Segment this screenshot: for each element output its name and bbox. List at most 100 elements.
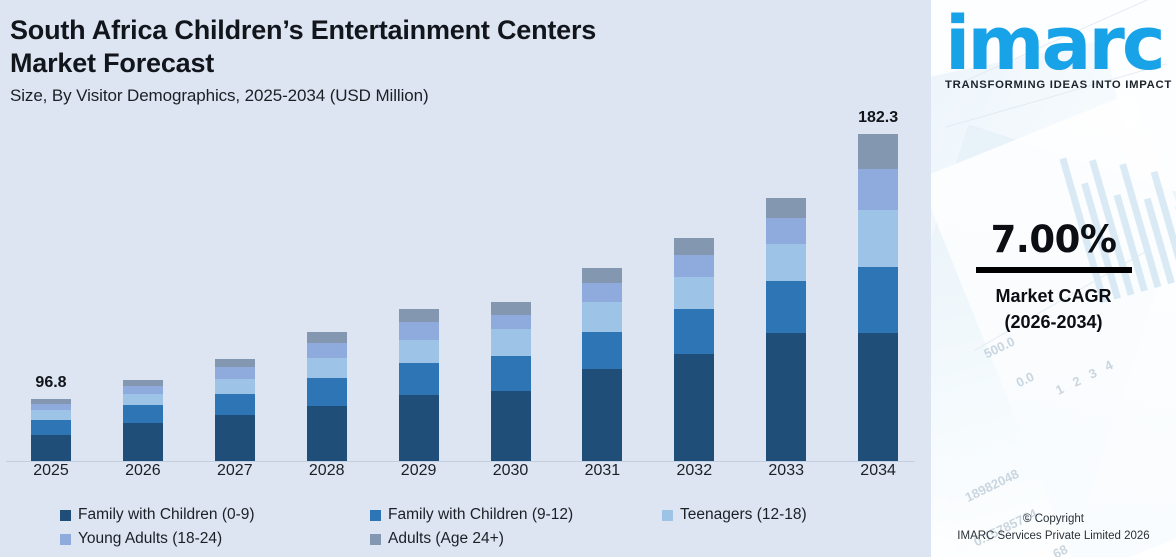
bar-segment[interactable] [306,343,347,358]
x-axis-line [6,461,915,462]
bar-segment[interactable] [398,340,439,363]
bar-segment[interactable] [31,435,71,461]
bar-segment[interactable] [490,302,531,315]
bar-column[interactable] [122,380,163,461]
bar-segment[interactable] [306,378,347,406]
bar-segment[interactable] [122,394,163,405]
legend-label: Adults (Age 24+) [388,530,504,547]
bar-segment[interactable] [858,169,899,210]
watermark-text-4: 2 [1070,373,1084,390]
x-axis-tick-label: 2030 [492,462,529,479]
bar-segment[interactable] [674,277,715,309]
legend-item[interactable]: Young Adults (18-24) [60,527,370,551]
cagr-block: 7.00% Market CAGR (2026-2034) [931,218,1176,335]
bar-segment[interactable] [306,406,347,461]
bar-segment[interactable] [31,410,71,420]
bar-column[interactable] [582,268,623,461]
bar-segment[interactable] [674,309,715,354]
copyright-line1: © Copyright [1023,512,1084,525]
bar-segment[interactable] [490,329,531,356]
legend-label: Family with Children (9-12) [388,506,574,523]
bar-segment[interactable] [398,309,439,322]
bar-segment[interactable] [674,354,715,461]
bar-segment[interactable] [122,386,163,394]
bar-segment[interactable] [214,367,255,379]
bar-segment[interactable] [766,333,807,461]
legend-label: Young Adults (18-24) [78,530,223,547]
bar-segment[interactable] [306,358,347,378]
bar-segment[interactable] [214,415,255,461]
legend-item[interactable]: Family with Children (9-12) [370,503,662,527]
legend-swatch-icon [370,533,381,545]
bar-segment[interactable] [214,359,255,367]
legend-item[interactable]: Teenagers (12-18) [662,503,912,527]
bar-segment[interactable] [122,380,163,386]
cagr-label-line2: (2026-2034) [1004,312,1103,333]
bar-segment[interactable] [31,404,71,410]
plot-area: 96.8 182.3 [0,109,921,462]
pane-edge-strip [921,0,931,557]
page-subtitle: Size, By Visitor Demographics, 2025-2034… [10,85,429,105]
bar-column[interactable] [306,332,347,461]
legend-label: Family with Children (0-9) [78,506,255,523]
cagr-label-line1: Market CAGR [995,286,1112,306]
legend-item[interactable]: Family with Children (0-9) [60,503,370,527]
bar-segment[interactable] [398,395,439,461]
x-axis-tick-label: 2025 [33,462,69,479]
bar-column[interactable] [766,198,807,461]
bar-segment[interactable] [766,198,807,218]
bar-segment[interactable] [398,322,439,340]
bar-column[interactable] [674,238,715,461]
bar-segment[interactable] [582,332,623,369]
bar-value-label: 96.8 [35,374,67,391]
bar-segment[interactable] [858,210,899,267]
page-title-line2: Market Forecast [10,47,215,78]
brand-pane-inner: 500.0 0.0 1 2 3 4 18982048 0.15785714 68… [931,0,1176,557]
bar-segment[interactable] [122,405,163,423]
cagr-divider [975,267,1132,273]
legend-swatch-icon [60,509,71,521]
bar-column[interactable] [490,302,531,461]
bar-segment[interactable] [122,423,163,461]
bar-segment[interactable] [582,302,623,332]
bar-column[interactable]: 182.3 [858,109,899,461]
x-axis-tick-label: 2027 [217,462,253,479]
x-axis-tick-label: 2034 [860,462,896,479]
imarc-logo[interactable]: imarc TRANSFORMING IDEAS INTO IMPACT [945,7,1176,90]
bar-segment[interactable] [582,369,623,461]
bar-column[interactable]: 96.8 [31,374,71,461]
legend-item[interactable]: Adults (Age 24+) [370,527,662,551]
bar-segment[interactable] [214,379,255,394]
bar-segment[interactable] [306,332,347,343]
watermark-text-1: 500.0 [981,333,1018,362]
x-axis-tick-label: 2032 [676,462,713,479]
bar-segment[interactable] [766,218,807,244]
bar-segment[interactable] [490,391,531,461]
watermark-text-6: 4 [1102,357,1116,374]
legend-swatch-icon [60,533,71,545]
bar-segment[interactable] [582,283,623,302]
cagr-value: 7.00% [990,218,1117,261]
bar-segment[interactable] [490,315,531,329]
bar-segment[interactable] [490,356,531,391]
legend-label: Teenagers (12-18) [680,506,807,523]
bar-segment[interactable] [214,394,255,415]
bar-segment[interactable] [31,399,71,404]
bar-value-label: 182.3 [858,109,899,126]
x-axis-tick-label: 2031 [584,462,621,479]
bar-segment[interactable] [766,244,807,281]
bar-segment[interactable] [858,267,899,333]
bar-column[interactable] [398,309,439,461]
bar-segment[interactable] [582,268,623,283]
bar-segment[interactable] [674,238,715,255]
bar-segment[interactable] [398,363,439,395]
bar-column[interactable] [214,359,255,461]
bar-segment[interactable] [858,134,899,169]
bar-segment[interactable] [766,281,807,333]
chart-pane: South Africa Children’s Entertainment Ce… [0,15,921,551]
watermark-text-2: 0.0 [1013,368,1037,391]
bar-segment[interactable] [31,420,71,435]
bar-segment[interactable] [858,333,899,461]
bar-segment[interactable] [674,255,715,277]
